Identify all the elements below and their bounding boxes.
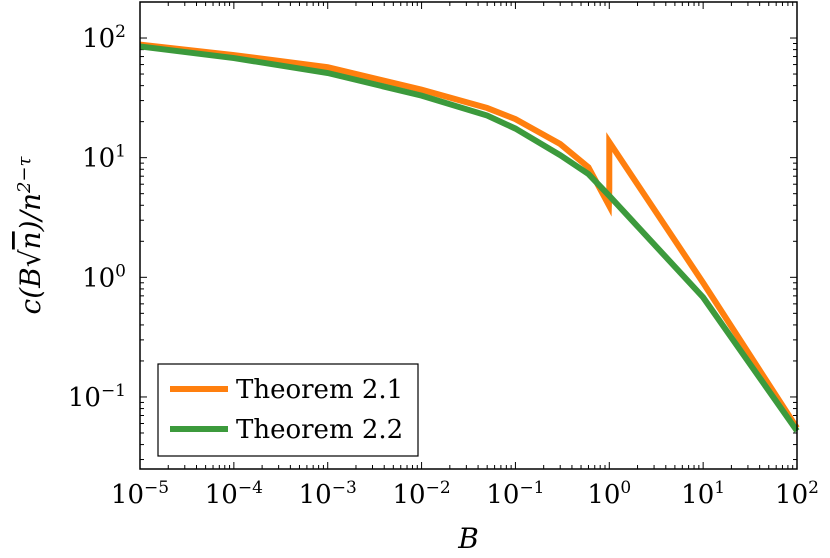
x-tick-label-base: 10: [392, 480, 425, 510]
x-tick-label-exponent: −1: [519, 478, 544, 498]
x-tick-label-base: 10: [587, 480, 620, 510]
y-tick-label-base: 10: [68, 383, 101, 413]
y-tick-label: 102: [82, 22, 126, 54]
y-axis-label-radicand: n: [14, 231, 47, 249]
x-tick-label-exponent: −5: [144, 478, 169, 498]
y-axis-label-prefix: c(B: [14, 267, 47, 314]
y-axis-label-exponent: 2−τ: [14, 155, 35, 194]
legend-label-theorem-2-2: Theorem 2.2: [236, 415, 403, 445]
y-axis-label-suffix: )/n: [14, 193, 47, 232]
y-tick-label-base: 10: [82, 24, 115, 54]
plot-frame: [139, 1, 798, 470]
legend: Theorem 2.1 Theorem 2.2: [157, 363, 419, 457]
y-tick-label-base: 10: [82, 263, 115, 293]
x-tick-label-base: 10: [681, 480, 714, 510]
x-tick-label: 10−2: [392, 478, 450, 510]
x-tick-label-base: 10: [111, 480, 144, 510]
y-axis-label: c(B√n)/n2−τ: [14, 155, 48, 314]
y-axis-label-radical: √: [14, 249, 47, 267]
x-axis-label: B: [457, 522, 479, 555]
x-tick-labels: 10−5 10−4 10−3 10−2 10−1 100 101 102: [111, 478, 819, 510]
x-tick-label-exponent: −2: [426, 478, 451, 498]
series-line-theorem-2-1: [139, 41, 800, 430]
series-lines: [139, 41, 800, 433]
x-tick-label: 10−3: [299, 478, 357, 510]
x-tick-label: 102: [775, 478, 819, 510]
x-tick-label-exponent: −4: [238, 478, 263, 498]
x-tick-label: 10−1: [486, 478, 544, 510]
y-tick-label: 10−1: [68, 381, 126, 413]
y-tick-label-base: 10: [82, 144, 115, 174]
x-tick-label: 10−4: [205, 478, 263, 510]
x-tick-label-exponent: 2: [808, 478, 819, 498]
x-tick-label-exponent: 0: [620, 478, 631, 498]
x-tick-label-base: 10: [205, 480, 238, 510]
x-tick-label-base: 10: [486, 480, 519, 510]
legend-box: [157, 363, 419, 457]
x-tick-label: 101: [681, 478, 725, 510]
x-tick-label-base: 10: [775, 480, 808, 510]
x-tick-label-exponent: −3: [332, 478, 357, 498]
y-tick-label: 101: [82, 142, 126, 174]
x-tick-label: 100: [587, 478, 631, 510]
x-tick-label-base: 10: [299, 480, 332, 510]
y-tick-label-exponent: 1: [115, 142, 126, 162]
x-tick-label-exponent: 1: [714, 478, 725, 498]
y-tick-label-exponent: −1: [101, 381, 126, 401]
legend-label-theorem-2-1: Theorem 2.1: [236, 375, 403, 405]
y-tick-label-exponent: 2: [115, 22, 126, 42]
series-line-theorem-2-2: [139, 43, 800, 433]
y-tick-label-exponent: 0: [115, 261, 126, 281]
x-tick-label: 10−5: [111, 478, 169, 510]
y-tick-label: 100: [82, 261, 126, 293]
